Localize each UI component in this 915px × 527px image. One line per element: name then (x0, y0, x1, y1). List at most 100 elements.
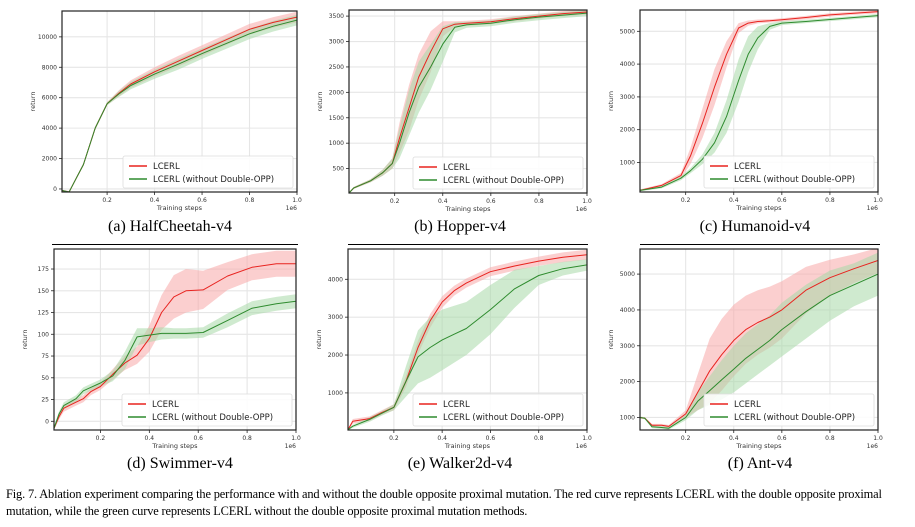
confidence-band-lcerl (348, 249, 587, 430)
x-tick-label: 0.2 (390, 198, 400, 205)
y-axis-label: return (607, 91, 615, 111)
y-tick-label: 0 (45, 418, 49, 425)
legend: LCERL LCERL (without Double-OPP) (122, 155, 294, 189)
plot-frame (61, 10, 298, 193)
x-tick-label: 0.4 (150, 197, 160, 204)
y-tick-label: 10000 (38, 34, 57, 41)
x-tick-label: 0.6 (777, 435, 787, 442)
y-tick-label: 500 (333, 166, 345, 173)
figure-caption: Fig. 7. Ablation experiment comparing th… (6, 487, 882, 518)
subfigure-caption: (f) Ant-v4 (727, 455, 793, 472)
plot-frame (639, 9, 879, 193)
y-tick-label: 2000 (42, 156, 57, 163)
x-axis-label: Training steps (444, 205, 491, 213)
x-tick-label: 1.0 (873, 435, 883, 442)
x-tick-label: 0.4 (145, 435, 155, 442)
x-tick-label: 0.8 (825, 197, 835, 204)
y-tick-label: 4000 (620, 61, 635, 68)
legend-box (412, 393, 584, 427)
x-offset-label: 1e6 (576, 443, 588, 450)
confidence-band-without-double-opp (640, 252, 878, 430)
subfigure-caption: (e) Walker2d-v4 (407, 455, 513, 472)
x-axis-label: Training steps (156, 204, 203, 212)
subfigure-caption: (a) HalfCheetah-v4 (108, 218, 232, 235)
subfigure-caption: (c) Humanoid-v4 (699, 218, 811, 235)
legend-box (703, 155, 875, 189)
y-tick-label: 2000 (328, 352, 343, 359)
y-tick-label: 4000 (620, 307, 635, 314)
y-tick-label: 125 (38, 310, 50, 317)
legend-label: LCERL (without Double-OPP) (153, 175, 274, 185)
plot-frame (348, 9, 588, 194)
y-tick-label: 1000 (328, 390, 343, 397)
y-tick-label: 4000 (42, 125, 57, 132)
x-tick-label: 1.0 (291, 435, 301, 442)
legend: LCERL LCERL (without Double-OPP) (121, 393, 293, 427)
plot-frame (53, 248, 297, 431)
y-tick-label: 2000 (329, 89, 344, 96)
legend-box (121, 393, 293, 427)
x-offset-label: 1e6 (286, 205, 298, 212)
panel-separator-rule (640, 244, 880, 245)
y-axis-label: return (29, 92, 37, 112)
series-line-lcerl (348, 254, 587, 430)
y-tick-label: 3500 (329, 13, 344, 20)
panel-separator-rule (52, 244, 298, 245)
x-offset-label: 1e6 (576, 206, 588, 213)
x-tick-label: 0.6 (486, 198, 496, 205)
y-tick-label: 50 (41, 375, 49, 382)
y-tick-label: 0 (53, 186, 57, 193)
x-axis-label: Training steps (151, 442, 198, 450)
legend-label: LCERL (without Double-OPP) (152, 413, 273, 423)
x-axis-label: Training steps (444, 442, 491, 450)
y-tick-label: 8000 (42, 64, 57, 71)
y-tick-label: 75 (41, 353, 49, 360)
y-tick-label: 3000 (620, 343, 635, 350)
series-line-without-double-opp (348, 264, 587, 430)
x-tick-label: 0.2 (681, 435, 691, 442)
panel-separator-rule (348, 244, 588, 245)
series-line-without-double-opp (62, 19, 297, 192)
y-tick-label: 1000 (620, 159, 635, 166)
y-tick-label: 1500 (329, 115, 344, 122)
x-tick-label: 1.0 (292, 197, 302, 204)
series-line-without-double-opp (54, 300, 296, 429)
x-tick-label: 1.0 (873, 197, 883, 204)
y-tick-label: 2500 (329, 64, 344, 71)
x-tick-label: 0.4 (438, 198, 448, 205)
legend-label: LCERL (153, 162, 180, 172)
y-axis-label: return (21, 330, 29, 350)
series-line-lcerl (54, 263, 296, 429)
legend-label: LCERL (without Double-OPP) (734, 413, 855, 423)
confidence-band-lcerl (54, 250, 296, 430)
x-tick-label: 1.0 (582, 435, 592, 442)
x-tick-label: 0.6 (197, 197, 207, 204)
legend-label: LCERL (without Double-OPP) (443, 176, 564, 186)
legend-label: LCERL (734, 162, 761, 172)
y-tick-label: 4000 (328, 276, 343, 283)
subfigure-caption: (b) Hopper-v4 (414, 218, 506, 235)
x-offset-label: 1e6 (285, 443, 297, 450)
series-line-without-double-opp (640, 273, 878, 429)
x-tick-label: 0.6 (193, 435, 203, 442)
y-tick-label: 1000 (329, 140, 344, 147)
legend-label: LCERL (without Double-OPP) (734, 175, 855, 185)
confidence-band-without-double-opp (348, 259, 587, 430)
confidence-band-without-double-opp (54, 294, 296, 430)
y-tick-label: 5000 (620, 28, 635, 35)
series-line-without-double-opp (349, 12, 587, 193)
x-tick-label: 0.2 (681, 197, 691, 204)
y-tick-label: 3000 (328, 314, 343, 321)
plot-frame (639, 248, 879, 431)
x-tick-label: 0.2 (389, 435, 399, 442)
series-line-lcerl (640, 260, 878, 427)
y-axis-label: return (607, 330, 615, 350)
legend-label: LCERL (152, 400, 179, 410)
y-tick-label: 175 (38, 266, 50, 273)
y-tick-label: 5000 (620, 271, 635, 278)
series-line-lcerl (640, 11, 878, 191)
y-tick-label: 6000 (42, 95, 57, 102)
